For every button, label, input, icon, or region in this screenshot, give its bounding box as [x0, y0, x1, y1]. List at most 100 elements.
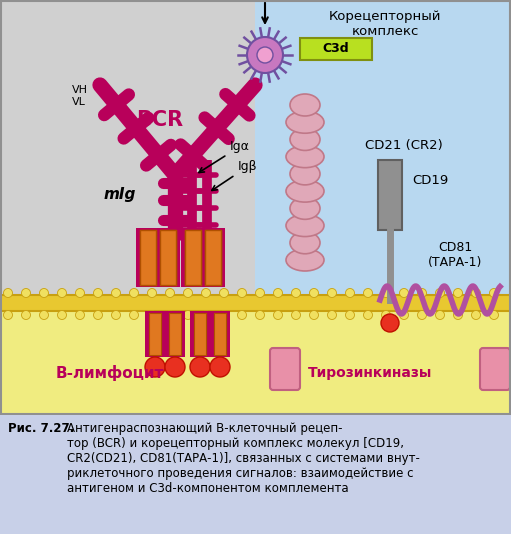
Circle shape	[382, 288, 390, 297]
Circle shape	[328, 310, 337, 319]
Circle shape	[490, 310, 499, 319]
Circle shape	[453, 310, 462, 319]
Circle shape	[183, 288, 193, 297]
Text: VH: VH	[72, 85, 88, 95]
Bar	[185, 230, 201, 285]
Ellipse shape	[290, 94, 320, 116]
Circle shape	[363, 310, 373, 319]
Circle shape	[148, 310, 156, 319]
Circle shape	[381, 314, 399, 332]
Circle shape	[145, 357, 165, 377]
Bar	[190, 311, 210, 357]
Bar	[140, 230, 156, 285]
Circle shape	[190, 357, 210, 377]
Circle shape	[166, 288, 174, 297]
Bar	[210, 311, 230, 357]
Circle shape	[201, 288, 211, 297]
Ellipse shape	[290, 163, 320, 185]
Bar	[136, 228, 160, 287]
Bar	[145, 311, 165, 357]
Circle shape	[58, 310, 66, 319]
Text: CD19: CD19	[412, 174, 448, 186]
Circle shape	[94, 310, 103, 319]
Circle shape	[490, 288, 499, 297]
Text: CD21 (CR2): CD21 (CR2)	[365, 138, 443, 152]
Circle shape	[220, 288, 228, 297]
Bar	[201, 228, 225, 287]
FancyBboxPatch shape	[480, 348, 510, 390]
Circle shape	[453, 288, 462, 297]
Bar	[149, 313, 161, 355]
Circle shape	[129, 310, 138, 319]
Bar	[160, 230, 176, 285]
Text: Антигенраспознающий В-клеточный рецеп-
тор (BCR) и корецепторный комплекс молеку: Антигенраспознающий В-клеточный рецеп- т…	[67, 422, 420, 495]
Bar	[214, 313, 226, 355]
Circle shape	[129, 288, 138, 297]
Ellipse shape	[286, 146, 324, 168]
Circle shape	[417, 288, 427, 297]
Circle shape	[166, 310, 174, 319]
Ellipse shape	[290, 198, 320, 219]
Ellipse shape	[286, 215, 324, 237]
Circle shape	[165, 357, 185, 377]
Circle shape	[273, 288, 283, 297]
Circle shape	[291, 310, 300, 319]
Circle shape	[39, 288, 49, 297]
Bar	[0, 295, 511, 312]
Circle shape	[273, 310, 283, 319]
Bar	[0, 305, 511, 415]
Text: Рис. 7.27.: Рис. 7.27.	[8, 422, 78, 435]
Circle shape	[76, 288, 84, 297]
Text: Igα: Igα	[199, 140, 250, 172]
Circle shape	[345, 288, 355, 297]
Circle shape	[21, 310, 31, 319]
Circle shape	[183, 310, 193, 319]
Bar	[160, 230, 176, 285]
Bar	[156, 228, 180, 287]
Circle shape	[201, 310, 211, 319]
Text: VL: VL	[72, 97, 86, 107]
Circle shape	[400, 288, 408, 297]
Ellipse shape	[290, 232, 320, 254]
Circle shape	[39, 310, 49, 319]
Circle shape	[310, 310, 318, 319]
Circle shape	[4, 310, 12, 319]
Circle shape	[328, 288, 337, 297]
Circle shape	[472, 310, 480, 319]
Text: Igβ: Igβ	[212, 160, 258, 191]
Circle shape	[94, 288, 103, 297]
Bar	[205, 230, 221, 285]
Bar	[140, 230, 156, 285]
Bar	[165, 311, 185, 357]
Circle shape	[238, 310, 246, 319]
Text: Корецепторный
комплекс: Корецепторный комплекс	[329, 10, 442, 38]
Circle shape	[21, 288, 31, 297]
Text: CD81
(ТАРА-1): CD81 (ТАРА-1)	[428, 241, 482, 269]
Bar	[169, 313, 181, 355]
Circle shape	[148, 288, 156, 297]
Text: BCR: BCR	[136, 110, 183, 130]
Circle shape	[417, 310, 427, 319]
Text: В-лимфоцит: В-лимфоцит	[56, 365, 164, 381]
Circle shape	[256, 288, 265, 297]
Circle shape	[76, 310, 84, 319]
Circle shape	[291, 288, 300, 297]
FancyBboxPatch shape	[270, 348, 300, 390]
Circle shape	[210, 357, 230, 377]
Circle shape	[111, 310, 121, 319]
Bar	[194, 313, 206, 355]
Circle shape	[257, 47, 273, 63]
Circle shape	[345, 310, 355, 319]
Circle shape	[238, 288, 246, 297]
Bar	[255, 0, 511, 415]
Circle shape	[435, 310, 445, 319]
Circle shape	[256, 310, 265, 319]
Bar	[378, 160, 402, 230]
Text: mIg: mIg	[104, 187, 136, 202]
Ellipse shape	[290, 129, 320, 151]
Circle shape	[363, 288, 373, 297]
Bar	[149, 313, 161, 355]
Circle shape	[435, 288, 445, 297]
Text: Тирозинкиназы: Тирозинкиназы	[308, 366, 432, 380]
Bar	[185, 230, 201, 285]
